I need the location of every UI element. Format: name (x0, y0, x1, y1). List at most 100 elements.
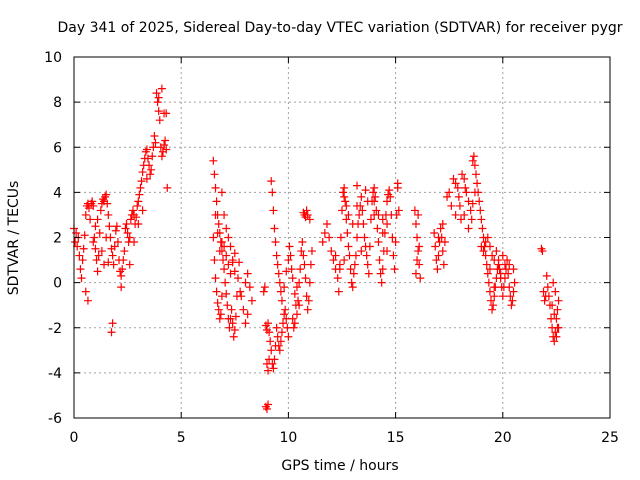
data-point (288, 274, 297, 283)
data-point (436, 224, 445, 233)
data-point (505, 260, 514, 269)
data-point (496, 269, 505, 278)
data-point (234, 274, 243, 283)
data-point (502, 265, 511, 274)
data-point (277, 328, 286, 337)
data-point (389, 251, 398, 260)
data-point (163, 183, 172, 192)
data-point (125, 233, 134, 242)
data-point (346, 265, 355, 274)
data-point (391, 238, 400, 247)
data-point (490, 283, 499, 292)
data-point (107, 328, 116, 337)
data-point (374, 238, 383, 247)
data-point (410, 206, 419, 215)
data-point (476, 206, 485, 215)
data-point (211, 274, 220, 283)
data-point (260, 283, 269, 292)
data-point (340, 256, 349, 265)
data-point (549, 278, 558, 287)
data-point (363, 260, 372, 269)
data-point (548, 301, 557, 310)
data-point (136, 183, 145, 192)
axis-ticks (73, 56, 611, 419)
data-point (464, 224, 473, 233)
data-point (477, 242, 486, 251)
data-point (215, 247, 224, 256)
data-point (220, 265, 229, 274)
data-point (133, 201, 142, 210)
data-point (393, 183, 402, 192)
data-point (483, 269, 492, 278)
data-point (482, 260, 491, 269)
data-point (451, 179, 460, 188)
data-point (243, 269, 252, 278)
data-point (122, 219, 131, 228)
data-point (554, 296, 563, 305)
data-point (415, 260, 424, 269)
data-point (100, 260, 109, 269)
data-point (460, 210, 469, 219)
data-point (378, 228, 387, 237)
data-point (110, 242, 119, 251)
data-point (329, 256, 338, 265)
data-point (483, 233, 492, 242)
data-point (73, 242, 82, 251)
data-point (388, 233, 397, 242)
data-point (295, 301, 304, 310)
data-point (543, 283, 552, 292)
data-point (224, 233, 233, 242)
data-point (542, 271, 551, 280)
data-point (552, 314, 561, 323)
data-point (348, 219, 357, 228)
data-point (228, 256, 237, 265)
data-point (92, 256, 101, 265)
data-point (262, 404, 271, 413)
data-point (411, 269, 420, 278)
y-tick-label: 0 (53, 276, 62, 292)
data-point (430, 228, 439, 237)
x-axis-label: GPS time / hours (281, 458, 398, 474)
data-point (125, 260, 134, 269)
data-point (142, 145, 151, 154)
data-point (85, 204, 94, 213)
data-point (79, 244, 88, 253)
data-point (370, 197, 379, 206)
data-point (370, 210, 379, 219)
data-point (138, 168, 147, 177)
x-tick-label: 25 (601, 430, 619, 446)
data-point (280, 283, 289, 292)
data-point (154, 107, 163, 116)
data-point (334, 287, 343, 296)
data-point (243, 310, 252, 319)
data-point (342, 215, 351, 224)
data-point (375, 256, 384, 265)
data-point (296, 265, 305, 274)
data-point (266, 337, 275, 346)
data-point (143, 154, 152, 163)
data-point (96, 206, 105, 215)
data-point (294, 296, 303, 305)
data-point (272, 323, 281, 332)
data-point (355, 210, 364, 219)
data-point (449, 174, 458, 183)
x-tick-label: 0 (70, 430, 79, 446)
data-point (472, 170, 480, 179)
data-point (434, 251, 443, 260)
data-point (289, 323, 298, 332)
data-point (104, 258, 113, 267)
data-point (290, 319, 299, 328)
data-point (433, 265, 442, 274)
data-point (325, 233, 334, 242)
data-point (128, 206, 137, 215)
data-point (219, 256, 228, 265)
data-point (265, 328, 274, 337)
data-point (487, 296, 496, 305)
data-point (120, 247, 129, 256)
data-point (78, 256, 87, 265)
data-point (103, 199, 112, 208)
data-point (357, 192, 366, 201)
data-point (477, 215, 486, 224)
data-point (383, 197, 392, 206)
data-point (503, 256, 512, 265)
